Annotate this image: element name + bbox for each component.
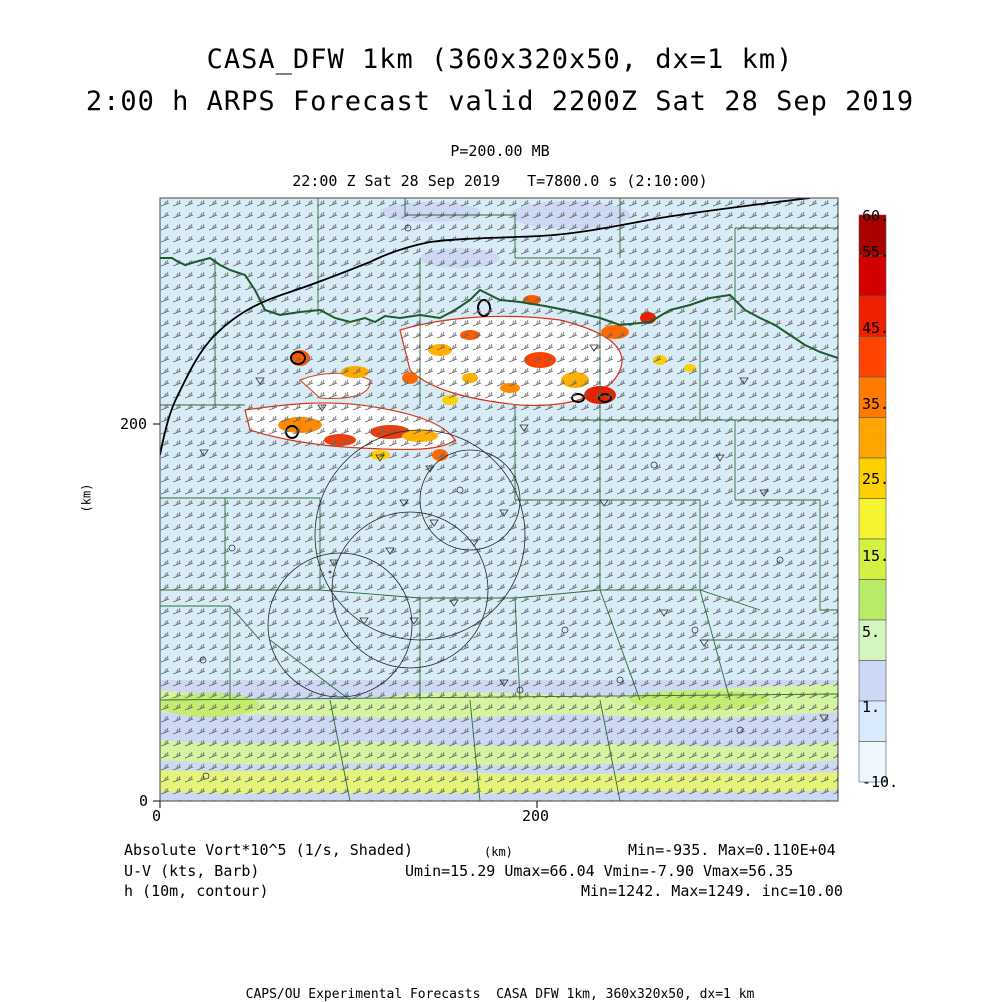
x-tick-0: 0: [152, 807, 162, 825]
legend-barb-stats: Umin=15.29 Umax=66.04 Vmin=-7.90 Vmax=56…: [405, 862, 794, 880]
colorbar-label-55: 55.: [862, 243, 890, 261]
colorbar-label-1: 1.: [862, 698, 881, 716]
y-tick-0: 0: [139, 792, 149, 810]
pressure-level: P=200.00 MB: [450, 142, 550, 160]
colorbar-swatch: [858, 700, 887, 742]
colorbar-swatch: [858, 538, 887, 580]
colorbar-label-60: 60.: [862, 207, 890, 225]
colorbar-swatch: [858, 660, 887, 702]
title-line-1: CASA_DFW 1km (360x320x50, dx=1 km): [206, 44, 794, 75]
colorbar-label-15: 15.: [862, 547, 890, 565]
colorbar-swatch: [858, 295, 887, 337]
colorbar-label-45: 45.: [862, 319, 890, 337]
colorbar-label-minus-10: -10.: [862, 773, 899, 791]
y-tick-200: 200: [120, 415, 148, 433]
legend-shaded-stats: Min=-935. Max=0.110E+04: [628, 841, 836, 859]
x-tick-200: 200: [522, 807, 550, 825]
footer-credit: CAPS/OU Experimental Forecasts CASA DFW …: [245, 987, 755, 1002]
colorbar-swatch: [858, 336, 887, 378]
legend-contour-stats: Min=1242. Max=1249. inc=10.00: [581, 882, 843, 900]
legend-contour-var: h (10m, contour): [124, 882, 269, 900]
colorbar-swatch: [858, 579, 887, 621]
title-line-2: 2:00 h ARPS Forecast valid 2200Z Sat 28 …: [85, 86, 915, 117]
colorbar-label-35: 35.: [862, 395, 890, 413]
colorbar-swatch: [858, 498, 887, 540]
valid-time: 22:00 Z Sat 28 Sep 2019 T=7800.0 s (2:10…: [292, 172, 708, 190]
x-axis-label: (km): [484, 845, 513, 859]
colorbar: [858, 214, 887, 783]
colorbar-label-5: 5.: [862, 623, 881, 641]
colorbar-swatch: [858, 214, 887, 256]
axis-ticks: [153, 423, 538, 808]
county-boundaries: [160, 198, 838, 801]
state-border: [160, 256, 838, 359]
y-axis-label: (km): [79, 483, 94, 513]
legend-barb-var: U-V (kts, Barb): [124, 862, 260, 880]
station-markers: [199, 224, 829, 780]
colorbar-swatch: [858, 457, 887, 499]
colorbar-swatch: [858, 417, 887, 459]
colorbar-swatch: [858, 255, 887, 297]
map-frame: [159, 197, 839, 802]
radar-range-rings: [267, 429, 526, 698]
colorbar-swatch: [858, 741, 887, 783]
height-contour: [160, 198, 811, 456]
legend-shaded-var: Absolute Vort*10^5 (1/s, Shaded): [124, 841, 413, 859]
colorbar-label-25: 25.: [862, 470, 890, 488]
wind-barbs: [160, 198, 838, 801]
